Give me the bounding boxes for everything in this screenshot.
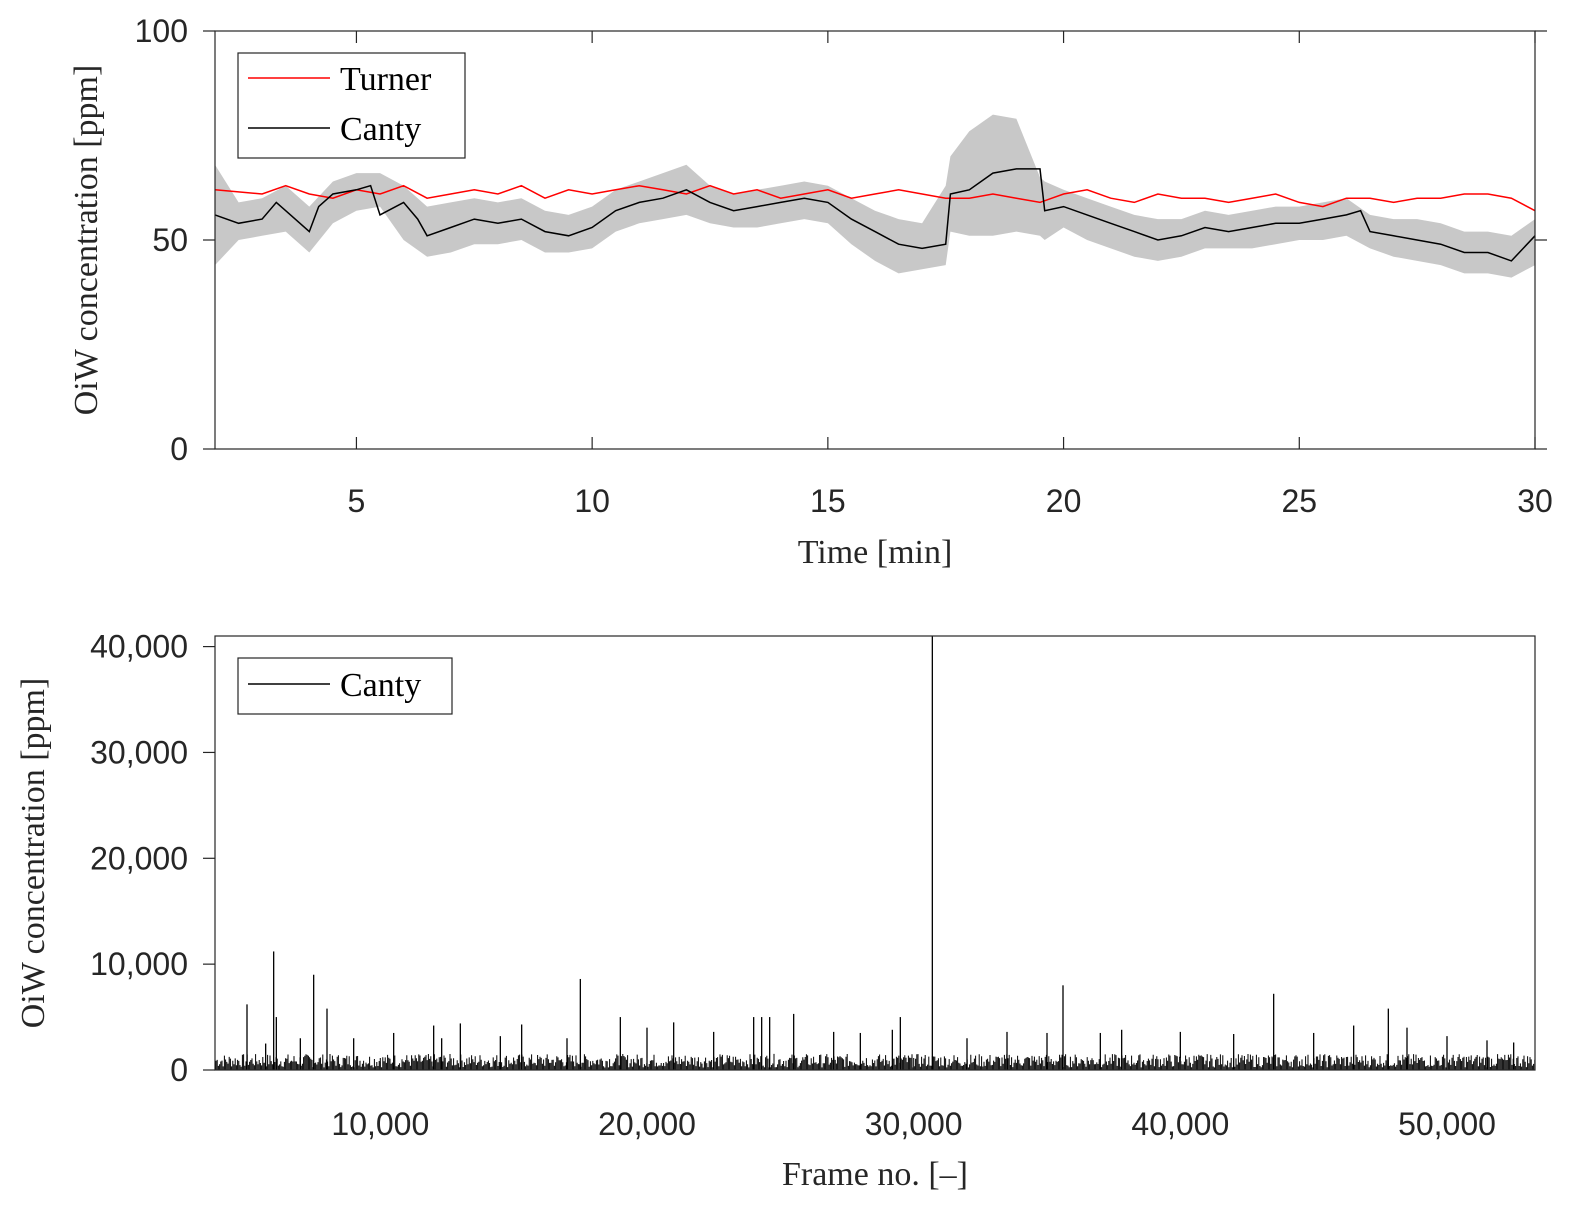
bottom-legend-box xyxy=(237,657,453,715)
bottom-xlabel: Frame no. [–] xyxy=(782,1156,968,1193)
chart-top: 5 10 15 20 25 30 0 50 100 Time [min] OiW concent… xyxy=(68,13,1553,571)
bottom-ticks: 10,000 20,000 30,000 40,000 50,000 0 10,000 20,… xyxy=(90,629,1496,1142)
bottom-ylabel: OiW concentration [ppm] xyxy=(15,678,52,1029)
chart-bottom: 10,000 20,000 30,000 40,000 50,000 0 10,000 20,… xyxy=(15,629,1536,1193)
legend-label-canty-top: Canty xyxy=(340,111,421,148)
top-xtick-label: 30 xyxy=(1517,483,1553,519)
canty-noise-baseline xyxy=(215,1053,1536,1070)
bottom-xtick-label: 40,000 xyxy=(1131,1106,1229,1142)
series-line-turner xyxy=(214,184,1536,212)
bottom-ytick-label: 30,000 xyxy=(90,734,188,770)
bottom-xtick-label: 30,000 xyxy=(865,1106,963,1142)
series-line-canty xyxy=(214,168,1536,262)
top-xlabel: Time [min] xyxy=(798,534,953,571)
bottom-xtick-label: 10,000 xyxy=(331,1106,429,1142)
top-ytick-label: 100 xyxy=(135,13,188,49)
top-ylabel: OiW concentration [ppm] xyxy=(68,65,105,416)
top-ytick-label: 0 xyxy=(170,431,188,467)
top-ticks: 5 10 15 20 25 30 0 50 100 xyxy=(135,13,1553,519)
bottom-xtick-label: 20,000 xyxy=(598,1106,696,1142)
bottom-plot-frame xyxy=(214,635,1536,1071)
bottom-ytick-label: 20,000 xyxy=(90,840,188,876)
top-xtick-label: 10 xyxy=(574,483,610,519)
bottom-ytick-label: 10,000 xyxy=(90,946,188,982)
top-legend-box xyxy=(237,52,466,159)
legend-label-canty-bottom: Canty xyxy=(340,667,421,704)
top-xtick-label: 20 xyxy=(1046,483,1082,519)
top-series-layer xyxy=(214,168,1536,262)
legend-label-turner: Turner xyxy=(340,61,432,98)
top-ytick-label: 50 xyxy=(152,222,188,258)
bottom-legend: Canty xyxy=(237,657,453,715)
bottom-ytick-label: 0 xyxy=(170,1052,188,1088)
top-xtick-label: 15 xyxy=(810,483,846,519)
top-band-layer xyxy=(215,114,1535,278)
top-legend: Turner Canty xyxy=(237,52,466,159)
canty-uncertainty-band xyxy=(215,114,1535,278)
top-xtick-label: 5 xyxy=(348,483,366,519)
bottom-ytick-label: 40,000 xyxy=(90,629,188,665)
top-xtick-label: 25 xyxy=(1281,483,1317,519)
bottom-series-layer xyxy=(215,636,1536,1070)
bottom-xtick-label: 50,000 xyxy=(1398,1106,1496,1142)
